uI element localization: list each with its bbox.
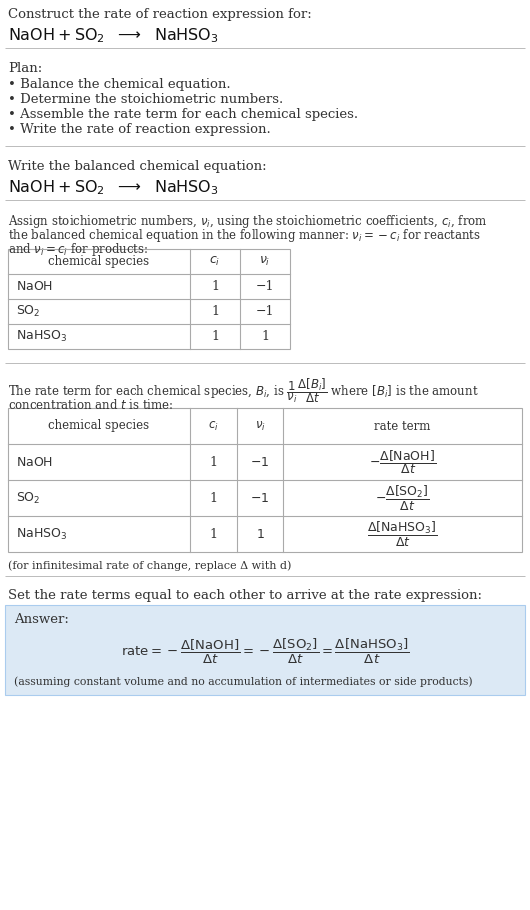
Text: the balanced chemical equation in the following manner: $\nu_i = -c_i$ for react: the balanced chemical equation in the fo… <box>8 227 481 244</box>
Text: • Determine the stoichiometric numbers.: • Determine the stoichiometric numbers. <box>8 93 283 106</box>
Text: 1: 1 <box>209 528 217 541</box>
Text: chemical species: chemical species <box>48 420 149 432</box>
Bar <box>5 605 525 695</box>
Text: 1: 1 <box>261 330 269 343</box>
Text: 1: 1 <box>209 456 217 469</box>
Text: 1: 1 <box>211 280 219 293</box>
Text: • Balance the chemical equation.: • Balance the chemical equation. <box>8 78 231 91</box>
Text: $-\dfrac{\Delta[\mathrm{NaOH}]}{\Delta t}$: $-\dfrac{\Delta[\mathrm{NaOH}]}{\Delta t… <box>369 448 436 476</box>
Text: $\mathrm{NaOH}$: $\mathrm{NaOH}$ <box>16 280 53 293</box>
Text: Construct the rate of reaction expression for:: Construct the rate of reaction expressio… <box>8 8 312 21</box>
Text: $\mathrm{NaHSO_3}$: $\mathrm{NaHSO_3}$ <box>16 329 67 344</box>
Text: Set the rate terms equal to each other to arrive at the rate expression:: Set the rate terms equal to each other t… <box>8 589 482 602</box>
Text: Assign stoichiometric numbers, $\nu_i$, using the stoichiometric coefficients, $: Assign stoichiometric numbers, $\nu_i$, … <box>8 213 488 230</box>
Text: $\mathrm{rate} = -\dfrac{\Delta[\mathrm{NaOH}]}{\Delta t} = -\dfrac{\Delta[\math: $\mathrm{rate} = -\dfrac{\Delta[\mathrm{… <box>121 636 409 665</box>
Text: $c_i$: $c_i$ <box>209 255 220 268</box>
Text: $\mathrm{NaOH}$: $\mathrm{NaOH}$ <box>16 456 53 469</box>
Text: (assuming constant volume and no accumulation of intermediates or side products): (assuming constant volume and no accumul… <box>14 676 473 687</box>
Text: Write the balanced chemical equation:: Write the balanced chemical equation: <box>8 160 267 173</box>
Text: Answer:: Answer: <box>14 613 69 626</box>
Text: and $\nu_i = c_i$ for products:: and $\nu_i = c_i$ for products: <box>8 241 148 258</box>
Text: $-\dfrac{\Delta[\mathrm{SO_2}]}{\Delta t}$: $-\dfrac{\Delta[\mathrm{SO_2}]}{\Delta t… <box>375 483 430 512</box>
Text: Plan:: Plan: <box>8 62 42 75</box>
Text: The rate term for each chemical species, $B_i$, is $\dfrac{1}{\nu_i}\dfrac{\Delt: The rate term for each chemical species,… <box>8 376 479 405</box>
Text: $\dfrac{\Delta[\mathrm{NaHSO_3}]}{\Delta t}$: $\dfrac{\Delta[\mathrm{NaHSO_3}]}{\Delta… <box>367 520 438 549</box>
Text: concentration and $t$ is time:: concentration and $t$ is time: <box>8 398 173 412</box>
Text: • Assemble the rate term for each chemical species.: • Assemble the rate term for each chemic… <box>8 108 358 121</box>
Text: $1$: $1$ <box>255 528 264 541</box>
Text: (for infinitesimal rate of change, replace Δ with d): (for infinitesimal rate of change, repla… <box>8 560 292 571</box>
Text: −1: −1 <box>256 280 274 293</box>
Bar <box>8 249 290 349</box>
Text: 1: 1 <box>211 305 219 318</box>
Text: $\mathrm{NaOH + SO_2}$  $\longrightarrow$  $\mathrm{NaHSO_3}$: $\mathrm{NaOH + SO_2}$ $\longrightarrow$… <box>8 26 219 45</box>
Text: $\mathrm{NaHSO_3}$: $\mathrm{NaHSO_3}$ <box>16 527 67 541</box>
Text: $\nu_i$: $\nu_i$ <box>259 255 271 268</box>
Text: $\mathrm{SO_2}$: $\mathrm{SO_2}$ <box>16 490 40 506</box>
Text: $-1$: $-1$ <box>250 456 270 469</box>
Bar <box>8 408 522 552</box>
Text: $\nu_i$: $\nu_i$ <box>254 420 266 432</box>
Text: $c_i$: $c_i$ <box>208 420 219 432</box>
Text: −1: −1 <box>256 305 274 318</box>
Text: • Write the rate of reaction expression.: • Write the rate of reaction expression. <box>8 123 271 136</box>
Text: 1: 1 <box>211 330 219 343</box>
Text: $\mathrm{NaOH + SO_2}$  $\longrightarrow$  $\mathrm{NaHSO_3}$: $\mathrm{NaOH + SO_2}$ $\longrightarrow$… <box>8 178 219 197</box>
Text: chemical species: chemical species <box>48 255 149 268</box>
Text: 1: 1 <box>209 491 217 504</box>
Text: $-1$: $-1$ <box>250 491 270 504</box>
Text: $\mathrm{SO_2}$: $\mathrm{SO_2}$ <box>16 304 40 319</box>
Text: rate term: rate term <box>374 420 431 432</box>
